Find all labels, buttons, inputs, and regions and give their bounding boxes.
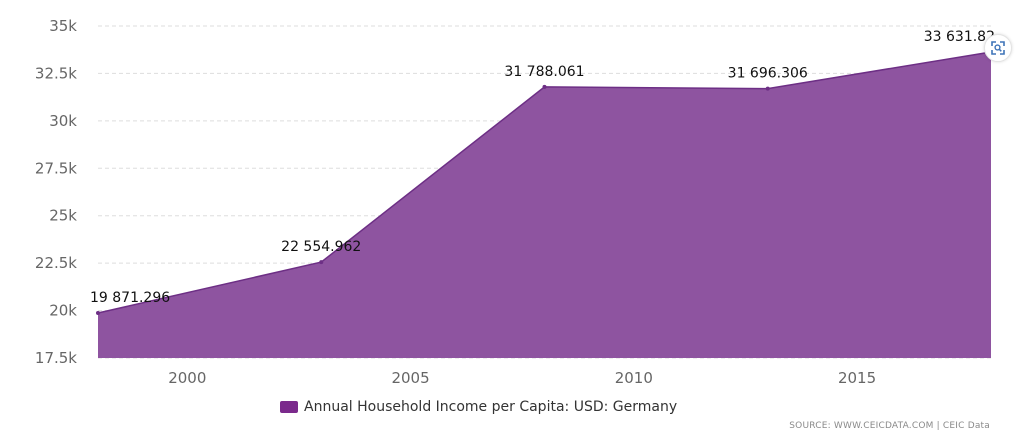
data-label: 19 871.296: [90, 290, 170, 306]
source-credit: SOURCE: WWW.CEICDATA.COM | CEIC Data: [789, 421, 990, 431]
x-axis-tick-labels: 2000 2005 2010 2015: [168, 369, 876, 387]
y-tick-label: 32.5k: [35, 64, 77, 82]
y-tick-label: 25k: [49, 207, 77, 225]
legend-label: Annual Household Income per Capita: USD:…: [304, 399, 678, 415]
zoom-fullscreen-icon: [991, 41, 1005, 55]
y-tick-label: 30k: [49, 112, 77, 130]
data-label: 33 631.82: [924, 29, 995, 45]
y-tick-label: 22.5k: [35, 254, 77, 272]
data-labels: 19 871.296 22 554.962 31 788.061 31 696.306…: [90, 29, 995, 306]
y-tick-label: 20k: [49, 302, 77, 320]
legend[interactable]: Annual Household Income per Capita: USD:…: [280, 399, 677, 415]
y-tick-label: 17.5k: [35, 349, 77, 367]
y-tick-label: 27.5k: [35, 159, 77, 177]
data-point[interactable]: [542, 84, 547, 89]
y-axis-tick-labels: 17.5k 20k 22.5k 25k 27.5k 30k 32.5k 35k: [35, 17, 77, 367]
x-tick-label: 2015: [838, 369, 876, 387]
zoom-fullscreen-button[interactable]: [984, 34, 1012, 62]
area-fill: [98, 51, 991, 358]
area-series: [96, 49, 993, 358]
data-point[interactable]: [96, 311, 100, 316]
data-label: 31 788.061: [504, 64, 584, 80]
data-point[interactable]: [319, 260, 324, 265]
data-point[interactable]: [765, 86, 770, 91]
x-tick-label: 2000: [168, 369, 206, 387]
data-label: 31 696.306: [728, 66, 808, 82]
data-label: 22 554.962: [281, 239, 361, 255]
x-tick-label: 2010: [615, 369, 653, 387]
y-tick-label: 35k: [49, 17, 77, 35]
x-tick-label: 2005: [391, 369, 429, 387]
legend-swatch: [280, 401, 298, 413]
